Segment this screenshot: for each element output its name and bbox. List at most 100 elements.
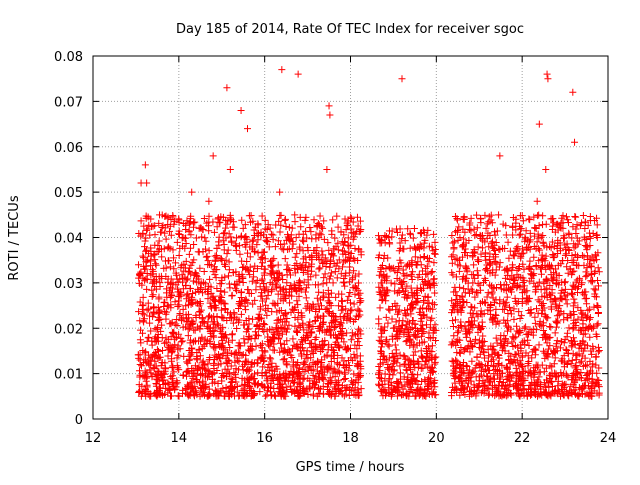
- data-point-marker: [392, 318, 400, 326]
- data-point-marker: [402, 366, 410, 374]
- data-point-marker: [385, 305, 393, 313]
- data-point-marker: [349, 356, 357, 364]
- data-point-marker: [146, 312, 154, 320]
- data-point-marker: [220, 299, 228, 307]
- data-point-marker: [389, 353, 397, 361]
- data-point-marker: [388, 302, 396, 310]
- data-point-marker: [382, 292, 390, 300]
- data-point-marker: [242, 306, 250, 314]
- data-point-marker: [375, 320, 383, 328]
- data-point-marker: [286, 288, 294, 296]
- data-point-marker: [275, 335, 283, 343]
- data-point-marker: [355, 334, 363, 342]
- data-point-marker: [224, 390, 232, 398]
- data-point-marker: [291, 218, 299, 226]
- data-point-marker: [139, 317, 147, 325]
- data-point-marker: [236, 250, 244, 258]
- data-point-marker: [417, 285, 425, 293]
- data-point-marker: [375, 371, 383, 379]
- data-point-marker: [271, 300, 279, 308]
- data-point-marker: [422, 321, 430, 329]
- data-point-marker: [222, 224, 230, 232]
- data-point-marker: [428, 314, 436, 322]
- data-point-marker: [337, 228, 345, 236]
- data-point-marker: [335, 265, 343, 273]
- data-point-marker: [276, 384, 284, 392]
- data-point-marker: [453, 216, 461, 224]
- data-point-marker: [178, 315, 186, 323]
- data-point-marker: [340, 247, 348, 255]
- data-point-marker: [448, 259, 456, 267]
- data-point-marker: [413, 341, 421, 349]
- data-point-marker: [221, 262, 229, 270]
- data-point-marker: [175, 252, 183, 260]
- data-point-marker: [142, 212, 150, 220]
- data-point-marker: [495, 245, 503, 253]
- data-point-marker: [151, 256, 159, 264]
- data-point-marker: [312, 281, 320, 289]
- data-point-marker: [257, 255, 265, 263]
- data-point-marker: [411, 377, 419, 385]
- data-point-marker: [255, 310, 263, 318]
- data-point-marker: [379, 352, 387, 360]
- data-point-marker: [542, 220, 550, 228]
- data-point-marker: [212, 344, 220, 352]
- data-point-marker: [244, 249, 252, 257]
- data-point-marker: [293, 288, 301, 296]
- data-point-marker: [281, 292, 289, 300]
- data-point-marker: [154, 337, 162, 345]
- data-point-marker: [403, 389, 411, 397]
- data-point-marker: [393, 380, 401, 388]
- data-point-marker: [162, 338, 170, 346]
- data-point-marker: [342, 386, 350, 394]
- data-point-marker: [246, 271, 254, 279]
- data-point-marker: [244, 325, 252, 333]
- data-point-marker: [474, 271, 482, 279]
- data-point-marker: [355, 228, 363, 236]
- data-point-marker: [207, 303, 215, 311]
- data-point-marker: [224, 356, 232, 364]
- data-point-marker: [348, 306, 356, 314]
- data-point-marker: [422, 305, 430, 313]
- data-point-marker: [340, 392, 348, 400]
- data-point-marker: [232, 365, 240, 373]
- data-point-marker: [147, 327, 155, 335]
- data-point-marker: [414, 387, 422, 395]
- data-point-marker: [167, 333, 175, 341]
- data-point-marker: [284, 246, 292, 254]
- data-point-marker: [245, 366, 253, 374]
- data-point-marker: [299, 338, 307, 346]
- data-point-marker: [319, 390, 327, 398]
- data-point-marker: [269, 235, 277, 243]
- data-point-marker: [378, 325, 386, 333]
- data-point-marker: [261, 348, 269, 356]
- data-point-marker: [274, 375, 282, 383]
- data-point-marker: [568, 356, 576, 364]
- data-point-marker: [251, 248, 259, 256]
- data-point-marker: [202, 253, 210, 261]
- data-point-marker: [247, 360, 255, 368]
- data-point-marker: [473, 211, 481, 219]
- data-point-marker: [153, 346, 161, 354]
- data-point-marker: [141, 237, 149, 245]
- x-tick-label: 20: [428, 431, 445, 446]
- data-point-marker: [161, 213, 169, 221]
- data-point-marker: [204, 392, 212, 400]
- data-point-marker: [136, 326, 144, 334]
- data-point-marker: [571, 138, 579, 146]
- data-point-marker: [170, 329, 178, 337]
- data-point-marker: [143, 246, 151, 254]
- data-point-marker: [278, 271, 286, 279]
- data-point-marker: [555, 311, 563, 319]
- data-point-marker: [481, 211, 489, 219]
- data-point-marker: [288, 353, 296, 361]
- data-point-marker: [166, 222, 174, 230]
- data-point-marker: [571, 213, 579, 221]
- data-point-marker: [330, 383, 338, 391]
- data-point-marker: [340, 376, 348, 384]
- data-point-marker: [374, 232, 382, 240]
- data-point-marker: [295, 292, 303, 300]
- y-tick-label: 0.07: [54, 95, 83, 110]
- data-point-marker: [276, 188, 284, 196]
